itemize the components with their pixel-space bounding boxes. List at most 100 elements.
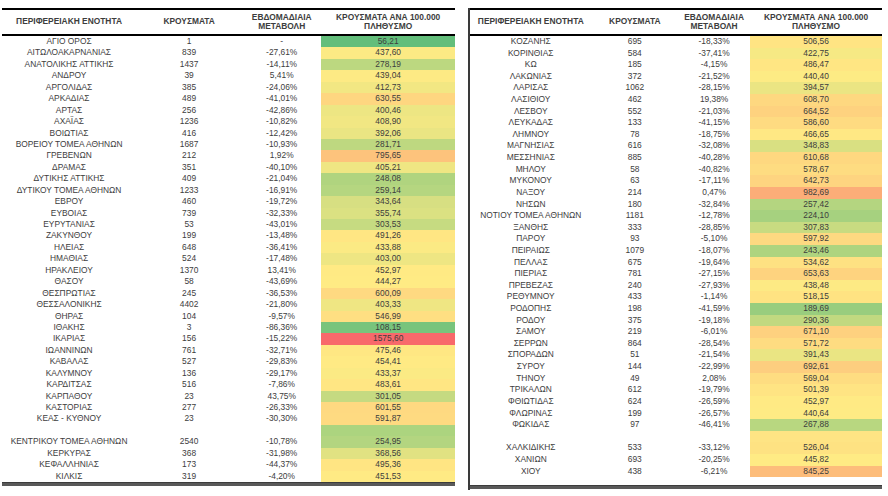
region-name-cell: ΠΡΕΒΕΖΑΣ <box>470 280 592 292</box>
per100k-heat-cell: 642,73 <box>750 175 882 187</box>
table-row: ΑΧΑΪΑΣ1236-10,82%408,90 <box>2 116 455 127</box>
weekly-change-cell: -26,59% <box>678 396 750 408</box>
per100k-heat-cell: 845,25 <box>750 466 882 478</box>
cases-cell: 212 <box>136 150 242 161</box>
per100k-heat-cell <box>750 431 882 443</box>
cases-cell: 78 <box>592 129 679 141</box>
weekly-change-cell: -31,98% <box>242 448 321 459</box>
table-row: ΣΕΡΡΩΝ864-28,54%571,72 <box>470 338 882 350</box>
region-name-cell: ΑΧΑΪΑΣ <box>2 116 136 127</box>
per100k-heat-cell: 610,68 <box>750 152 882 164</box>
region-name-cell: ΒΟΡΕΙΟΥ ΤΟΜΕΑ ΑΘΗΝΩΝ <box>2 139 136 150</box>
table-row: ΒΟΡΕΙΟΥ ΤΟΜΕΑ ΑΘΗΝΩΝ1687-10,93%281,71 <box>2 139 455 150</box>
per100k-heat-cell: 281,71 <box>321 139 455 150</box>
per100k-heat-cell: 444,27 <box>321 276 455 287</box>
region-name-cell: ΦΛΩΡΙΝΑΣ <box>470 408 592 420</box>
table-row: ΘΑΣΟΥ58-43,69%444,27 <box>2 276 455 287</box>
cases-cell: 1062 <box>592 82 679 94</box>
region-name-cell: ΛΕΣΒΟΥ <box>470 106 592 118</box>
table-row: ΚΩ185-4,15%486,47 <box>470 59 882 71</box>
cases-cell: 385 <box>136 82 242 93</box>
cases-cell: 180 <box>592 199 679 211</box>
weekly-change-cell: -4,20% <box>242 471 321 482</box>
column-header-weekly-change: ΕΒΔΟΜΑΔΙΑΙΑ ΜΕΤΑΒΟΛΗ <box>242 13 321 31</box>
weekly-change-cell: -17,11% <box>678 175 750 187</box>
weekly-change-cell: -36,53% <box>242 288 321 299</box>
cases-cell: 761 <box>136 345 242 356</box>
per100k-heat-cell: 108,15 <box>321 322 455 333</box>
region-name-cell: ΑΓΙΟ ΟΡΟΣ <box>2 36 136 47</box>
per100k-heat-cell: 403,00 <box>321 253 455 264</box>
table-row: ΚΑΒΑΛΑΣ527-29,83%454,41 <box>2 356 455 367</box>
cases-cell: 245 <box>136 288 242 299</box>
table-row: ΚΕΑΣ - ΚΥΘΝΟΥ23-30,30%591,87 <box>2 413 455 424</box>
cases-cell: 612 <box>592 384 679 396</box>
region-name-cell: ΔΥΤΙΚΗΣ ΑΤΤΙΚΗΣ <box>2 173 136 184</box>
region-name-cell: ΜΥΚΟΝΟΥ <box>470 175 592 187</box>
region-name-cell: ΘΕΣΠΡΩΤΙΑΣ <box>2 288 136 299</box>
region-name-cell: ΚΕΦΑΛΛΗΝΙΑΣ <box>2 459 136 470</box>
table-row: ΛΑΣΙΘΙΟΥ46219,38%608,70 <box>470 94 882 106</box>
weekly-change-cell: -41,01% <box>242 93 321 104</box>
per100k-heat-cell <box>321 425 455 436</box>
weekly-change-cell: -43,01% <box>242 219 321 230</box>
region-name-cell: ΜΑΓΝΗΣΙΑΣ <box>470 140 592 152</box>
weekly-change-cell: -27,61% <box>242 47 321 58</box>
weekly-change-cell: -27,93% <box>678 280 750 292</box>
cases-cell: 256 <box>136 105 242 116</box>
table-row: ΞΑΝΘΗΣ333-28,85%307,83 <box>470 222 882 234</box>
table-row: ΕΒΡΟΥ460-19,72%343,64 <box>2 196 455 207</box>
weekly-change-cell: -28,54% <box>678 338 750 350</box>
weekly-change-cell: -10,93% <box>242 139 321 150</box>
table-row: ΡΟΔΟΠΗΣ198-41,59%189,69 <box>470 303 882 315</box>
weekly-change-cell: -21,80% <box>242 299 321 310</box>
weekly-change-cell: -33,12% <box>678 442 750 454</box>
region-name-cell: ΑΡΚΑΔΙΑΣ <box>2 93 136 104</box>
per100k-heat-cell: 348,83 <box>750 140 882 152</box>
column-header-weekly-change: ΕΒΔΟΜΑΔΙΑΙΑ ΜΕΤΑΒΟΛΗ <box>678 13 750 31</box>
region-name-cell: ΛΗΜΝΟΥ <box>470 129 592 141</box>
cases-cell: 433 <box>592 291 679 303</box>
region-name-cell: ΚΟΡΙΝΘΙΑΣ <box>470 48 592 60</box>
per100k-heat-cell: 301,05 <box>321 391 455 402</box>
column-header-cases: ΚΡΟΥΣΜΑΤΑ <box>592 17 679 26</box>
cases-cell: 3 <box>136 322 242 333</box>
weekly-change-cell: -18,75% <box>678 129 750 141</box>
region-name-cell: ΠΑΡΟΥ <box>470 233 592 245</box>
per100k-heat-cell: 408,90 <box>321 116 455 127</box>
weekly-change-cell: -40,82% <box>678 164 750 176</box>
cases-cell: 864 <box>592 338 679 350</box>
region-name-cell: ΚΑΡΔΙΤΣΑΣ <box>2 379 136 390</box>
region-name-cell <box>470 431 592 443</box>
per100k-heat-cell: 405,21 <box>321 162 455 173</box>
region-name-cell: ΣΕΡΡΩΝ <box>470 338 592 350</box>
weekly-change-cell: -21,04% <box>242 173 321 184</box>
table-row: ΕΥΒΟΙΑΣ739-32,33%355,74 <box>2 208 455 219</box>
region-name-cell: ΑΡΓΟΛΙΔΑΣ <box>2 82 136 93</box>
region-name-cell: ΔΥΤΙΚΟΥ ΤΟΜΕΑ ΑΘΗΝΩΝ <box>2 185 136 196</box>
cases-cell: 375 <box>592 315 679 327</box>
weekly-change-cell: -4,15% <box>678 59 750 71</box>
table-row: ΣΑΜΟΥ219-6,01%671,10 <box>470 326 882 338</box>
per100k-heat-cell: 267,88 <box>750 419 882 431</box>
region-name-cell: ΛΑΡΙΣΑΣ <box>470 82 592 94</box>
region-name-cell: ΖΑΚΥΝΘΟΥ <box>2 230 136 241</box>
weekly-change-cell: -17,48% <box>242 253 321 264</box>
region-name-cell: ΠΕΙΡΑΙΩΣ <box>470 245 592 257</box>
per100k-heat-cell: 534,62 <box>750 257 882 269</box>
table-row: ΛΑΡΙΣΑΣ1062-28,15%394,57 <box>470 82 882 94</box>
cases-cell: 839 <box>136 47 242 58</box>
right-table-header: ΠΕΡΙΦΕΡΕΙΑΚΗ ΕΝΟΤΗΤΑ ΚΡΟΥΣΜΑΤΑ ΕΒΔΟΜΑΔΙΑ… <box>470 8 882 36</box>
region-name-cell: ΑΙΤΩΛΟΑΚΑΡΝΑΝΙΑΣ <box>2 47 136 58</box>
region-name-cell: ΑΝΑΤΟΛΙΚΗΣ ΑΤΤΙΚΗΣ <box>2 59 136 70</box>
per100k-heat-cell: 664,52 <box>750 106 882 118</box>
cases-cell: 489 <box>136 93 242 104</box>
region-name-cell: ΡΟΔΟΠΗΣ <box>470 303 592 315</box>
table-row: ΙΘΑΚΗΣ3-86,36%108,15 <box>2 322 455 333</box>
per100k-heat-cell: 546,99 <box>321 311 455 322</box>
region-name-cell: ΕΥΡΥΤΑΝΙΑΣ <box>2 219 136 230</box>
table-row: ΑΓΙΟ ΟΡΟΣ1-56,21 <box>2 36 455 47</box>
weekly-change-cell: -19,18% <box>678 315 750 327</box>
right-table-body: ΚΟΖΑΝΗΣ695-18,33%506,56ΚΟΡΙΝΘΙΑΣ584-37,4… <box>470 36 882 477</box>
region-name-cell: ΦΘΙΩΤΙΔΑΣ <box>470 396 592 408</box>
